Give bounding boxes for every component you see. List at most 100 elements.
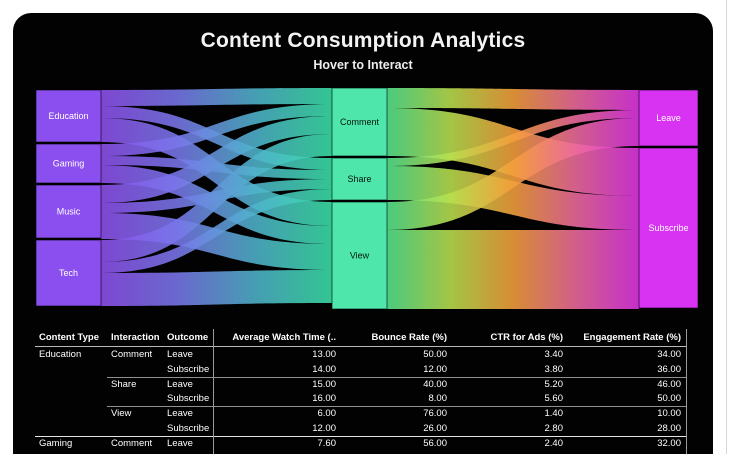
sankey-node-label: Tech <box>59 268 78 278</box>
sankey-node-label: Share <box>347 174 371 184</box>
table-cell: 34.00 <box>568 453 686 454</box>
table-cell: 2.40 <box>544 437 564 449</box>
table-cell: Subscribe <box>167 393 210 405</box>
table-cell: 6.00 <box>317 408 337 420</box>
column-header: CTR for Ads (%) <box>490 332 563 343</box>
table-cell: Gaming <box>39 437 73 449</box>
column-header: Content Type <box>39 332 99 343</box>
flow-comment-leave[interactable] <box>387 88 639 110</box>
table-cell: 3.00 <box>452 453 568 454</box>
flow-tech-comment[interactable] <box>101 134 332 262</box>
table-cell: 16.00 <box>341 453 452 454</box>
sankey-node-label: View <box>350 251 370 261</box>
table-cell: 16.00 <box>312 393 336 405</box>
table-cell: Comment <box>111 437 153 449</box>
flow-share-subscribe[interactable] <box>387 166 639 230</box>
table-cell: 3.40 <box>544 348 564 360</box>
sankey-node-label: Comment <box>340 117 380 127</box>
sankey-node-label: Leave <box>656 113 681 123</box>
table-cell: 1.40 <box>544 408 564 420</box>
column-header: Engagement Rate (%) <box>583 332 681 343</box>
chart-subtitle: Hover to Interact <box>313 58 413 72</box>
flow-tech-share[interactable] <box>101 189 332 273</box>
flow-education-comment[interactable] <box>101 88 332 106</box>
sankey-node-gaming[interactable] <box>35 143 102 184</box>
table-cell: 3.80 <box>544 363 564 375</box>
table-row: View Leave 6.00 76.00 1.40 10.00 <box>35 406 686 421</box>
sankey-node-label: Gaming <box>53 159 85 169</box>
table-row: Subscribe 12.00 26.00 2.80 28.00 <box>35 421 686 436</box>
column-header: Interaction <box>111 332 160 343</box>
table-cell: 36.00 <box>657 363 681 375</box>
table-cell: 2.80 <box>544 423 564 435</box>
table-cell: Leave <box>167 408 193 420</box>
column-header: Average Watch Time (.. <box>232 332 336 343</box>
table-cell: Leave <box>167 437 193 449</box>
table-row: Education Comment Leave 13.00 50.00 3.40 34.00 <box>35 347 686 362</box>
sankey-node-music[interactable] <box>35 184 102 239</box>
table-header-row: Content Type Interaction Outcome Average Wa… <box>35 329 686 347</box>
table-cell: 5.60 <box>544 393 564 405</box>
flow-music-view[interactable] <box>101 213 332 270</box>
table-row: Share Leave 15.00 40.00 5.20 46.00 <box>35 376 686 392</box>
table-cell: 8.00 <box>428 393 448 405</box>
table-row: Subscribe 14.00 12.00 3.80 36.00 <box>35 362 686 377</box>
table-cell: 56.00 <box>423 437 447 449</box>
sankey-node-view[interactable] <box>331 201 388 310</box>
flow-gaming-comment[interactable] <box>101 104 332 156</box>
table-cell: Subscribe <box>163 453 213 454</box>
table-cell: 32.00 <box>657 437 681 449</box>
flow-view-leave[interactable] <box>387 118 639 230</box>
flow-view-subscribe[interactable] <box>387 230 639 309</box>
table-body: Education Comment Leave 13.00 50.00 3.40 34.00… <box>35 347 686 454</box>
table-cell: 26.00 <box>423 423 447 435</box>
table-cell: Comment <box>111 348 153 360</box>
sankey-node-subscribe[interactable] <box>638 147 699 309</box>
sankey-node-education[interactable] <box>35 89 102 143</box>
sankey-node-label: Subscribe <box>648 223 688 233</box>
table-cell: 46.00 <box>657 378 681 390</box>
table-cell: 14.00 <box>312 363 336 375</box>
flow-music-comment[interactable] <box>101 116 332 203</box>
sankey-node-leave[interactable] <box>638 89 699 147</box>
sankey-node-share[interactable] <box>331 157 388 201</box>
table-cell: 40.00 <box>423 378 447 390</box>
table-cell: 50.00 <box>423 348 447 360</box>
flow-comment-subscribe[interactable] <box>387 108 639 196</box>
sankey-node-comment[interactable] <box>331 87 388 157</box>
table-cell: Subscribe <box>167 363 210 375</box>
table-cell: Leave <box>167 348 193 360</box>
table-cell: 5.20 <box>544 378 564 390</box>
sankey-node-tech[interactable] <box>35 239 102 307</box>
table-row: Gaming Comment Leave 7.60 56.00 2.40 32.00 <box>35 436 686 451</box>
table-cell: 13.00 <box>312 348 336 360</box>
flow-tech-view[interactable] <box>101 270 332 306</box>
table-cell: 34.00 <box>657 348 681 360</box>
table-cell: 9.60 <box>213 453 341 454</box>
column-header: Bounce Rate (%) <box>371 332 447 343</box>
flow-share-leave[interactable] <box>387 110 639 166</box>
table-cell: 50.00 <box>657 393 681 405</box>
table-cell: 12.00 <box>423 363 447 375</box>
table-cell: Share <box>111 378 137 390</box>
table-row: Subscribe 16.00 8.00 5.60 50.00 <box>35 392 686 407</box>
table-cell: 10.00 <box>657 408 681 420</box>
data-table: Content Type Interaction Outcome Average Wa… <box>35 329 686 454</box>
scrollbar-track-line[interactable] <box>726 0 727 454</box>
table-cell: Education <box>39 348 82 360</box>
table-right-border-line <box>686 329 687 454</box>
table-cell: 15.00 <box>312 378 336 390</box>
table-cell: 12.00 <box>312 423 336 435</box>
table-cell: 7.60 <box>317 437 337 449</box>
chart-title: Content Consumption Analytics <box>200 29 526 52</box>
table-cell: 28.00 <box>657 423 681 435</box>
table-cell: Leave <box>167 378 193 390</box>
sankey-node-label: Music <box>57 207 81 217</box>
table-cell: View <box>111 408 132 420</box>
sankey-node-label: Education <box>48 111 88 121</box>
table-row: Subscribe9.6016.003.0034.00 <box>35 451 686 454</box>
column-header: Outcome <box>167 332 209 343</box>
table-cell: Subscribe <box>167 423 210 435</box>
